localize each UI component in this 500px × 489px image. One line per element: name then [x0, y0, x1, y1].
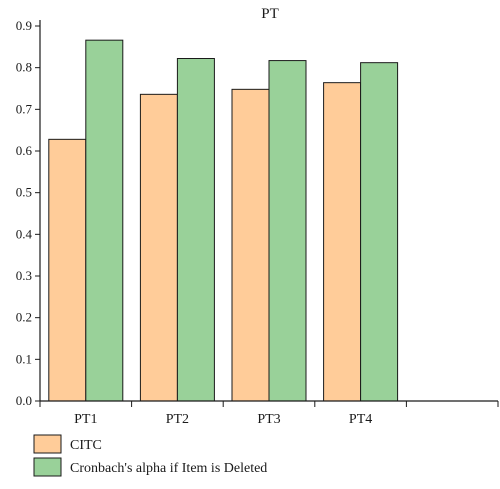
x-tick-label-pt4: PT4	[349, 412, 372, 427]
bar-citc-pt1	[48, 138, 87, 402]
legend: CITC Cronbach's alpha if Item is Deleted	[33, 434, 267, 477]
bar-alpha-pt3	[268, 60, 307, 402]
y-tick-label: 0.0	[16, 393, 32, 408]
chart-title: PT	[261, 6, 279, 22]
legend-swatch-alpha	[33, 457, 62, 477]
y-tick-label: 0.6	[16, 143, 33, 158]
x-tick-label-pt1: PT1	[74, 412, 97, 427]
bar-alpha-pt4	[360, 62, 399, 402]
y-tick-label: 0.4	[16, 226, 33, 241]
bar-citc-pt3	[231, 88, 270, 402]
y-tick-label: 0.3	[16, 268, 32, 283]
legend-label-citc: CITC	[70, 438, 102, 453]
legend-swatch-citc	[33, 434, 62, 454]
bar-citc-pt4	[323, 82, 362, 402]
y-tick-label: 0.7	[16, 101, 33, 116]
legend-label-alpha: Cronbach's alpha if Item is Deleted	[70, 461, 267, 476]
bar-alpha-pt1	[85, 39, 124, 402]
y-tick-label: 0.8	[16, 60, 32, 75]
axes-layer: 0.0 0.1 0.2 0.3 0.4 0.5 0.6 0.7 0.8 0.9 PT1 PT2 PT3 P…	[16, 18, 499, 427]
x-tick-label-pt2: PT2	[166, 412, 189, 427]
bars-layer	[48, 39, 399, 402]
bar-citc-pt2	[139, 93, 178, 402]
y-tick-label: 0.9	[16, 18, 32, 33]
y-tick-label: 0.5	[16, 185, 32, 200]
y-tick-label: 0.1	[16, 351, 32, 366]
x-tick-label-pt3: PT3	[257, 412, 280, 427]
bar-alpha-pt2	[176, 58, 215, 402]
y-tick-label: 0.2	[16, 310, 32, 325]
